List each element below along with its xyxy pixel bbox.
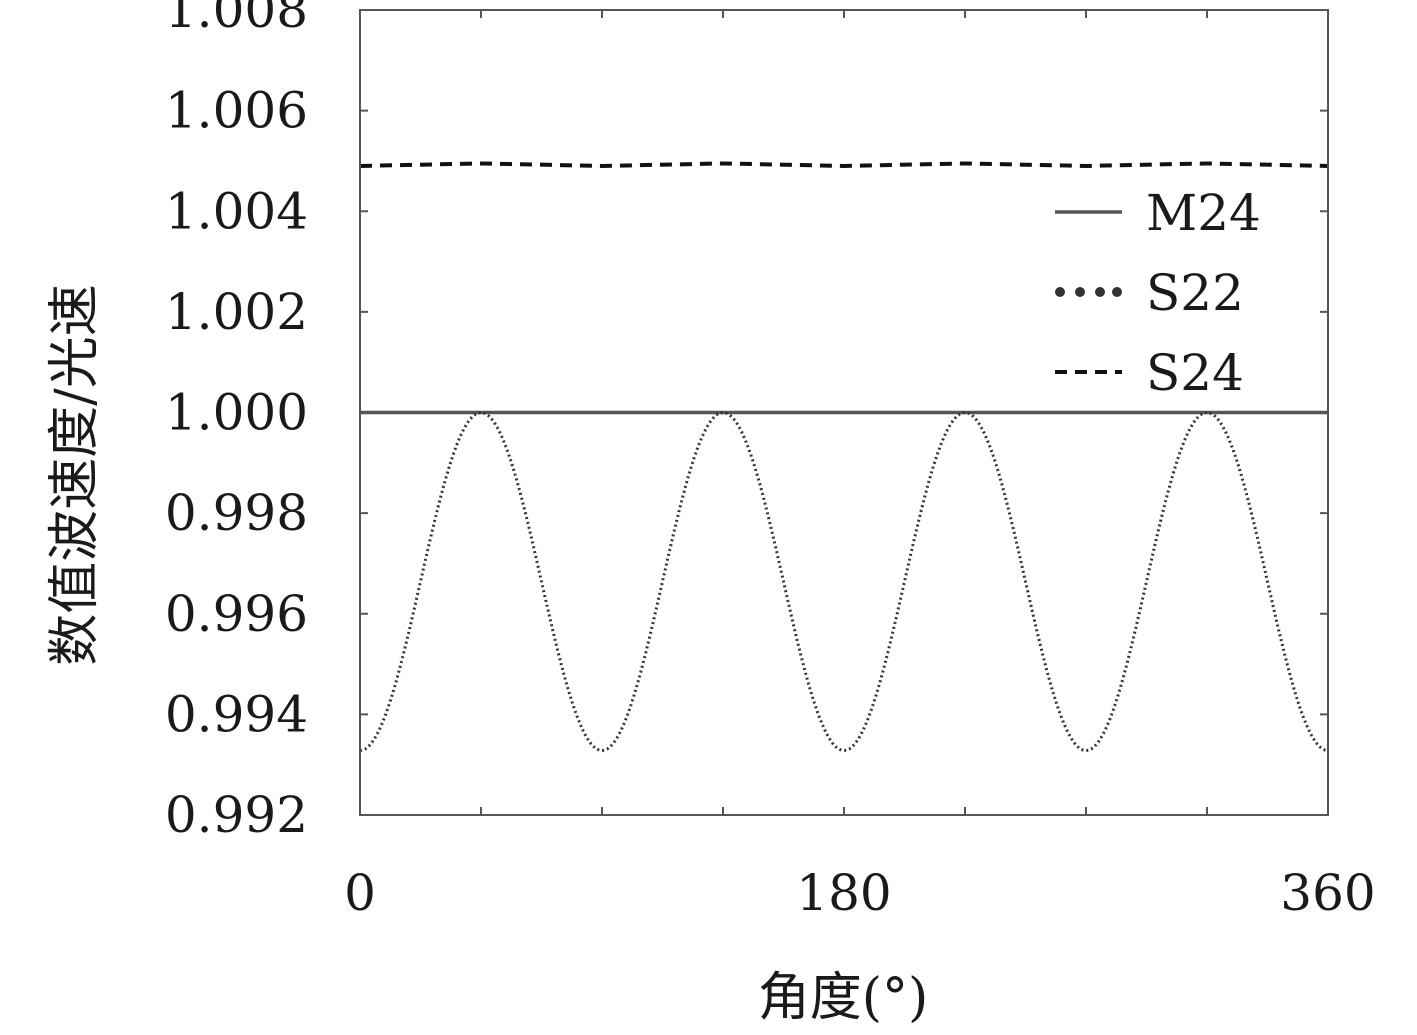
x-tick-label: 180	[796, 864, 891, 922]
legend-marker-dot	[1075, 287, 1085, 297]
y-tick-label: 0.996	[165, 585, 308, 643]
legend-label-s24: S24	[1146, 344, 1244, 402]
legend-marker-dot	[1112, 287, 1122, 297]
x-tick-label: 0	[344, 864, 376, 922]
series-line-s22	[359, 410, 1329, 753]
y-tick-label: 1.002	[165, 283, 308, 341]
y-tick-label: 1.008	[165, 0, 308, 39]
y-tick-label: 0.998	[165, 484, 308, 542]
legend-label-s22: S22	[1146, 264, 1244, 322]
plot-area	[359, 161, 1329, 753]
legend-marker-dot	[1095, 287, 1105, 297]
y-tick-label: 0.992	[165, 786, 308, 844]
series-line-s24	[359, 161, 1329, 168]
legend-label-m24: M24	[1146, 184, 1261, 242]
y-tick-label: 1.004	[165, 182, 308, 240]
y-tick-label: 0.994	[165, 685, 308, 743]
legend: M24 S22 S24	[1055, 184, 1261, 402]
axes: 0.992 0.994 0.996 0.998 1.000 1.002 1.004 1.006…	[165, 0, 1376, 922]
legend-marker-dot	[1055, 287, 1065, 297]
y-tick-label: 1.006	[165, 82, 308, 140]
y-axis-title: 数值波速度/光速	[45, 284, 105, 666]
y-tick-label: 1.000	[165, 384, 308, 442]
x-axis-title: 角度(°)	[758, 968, 929, 1028]
x-tick-label: 360	[1280, 864, 1375, 922]
